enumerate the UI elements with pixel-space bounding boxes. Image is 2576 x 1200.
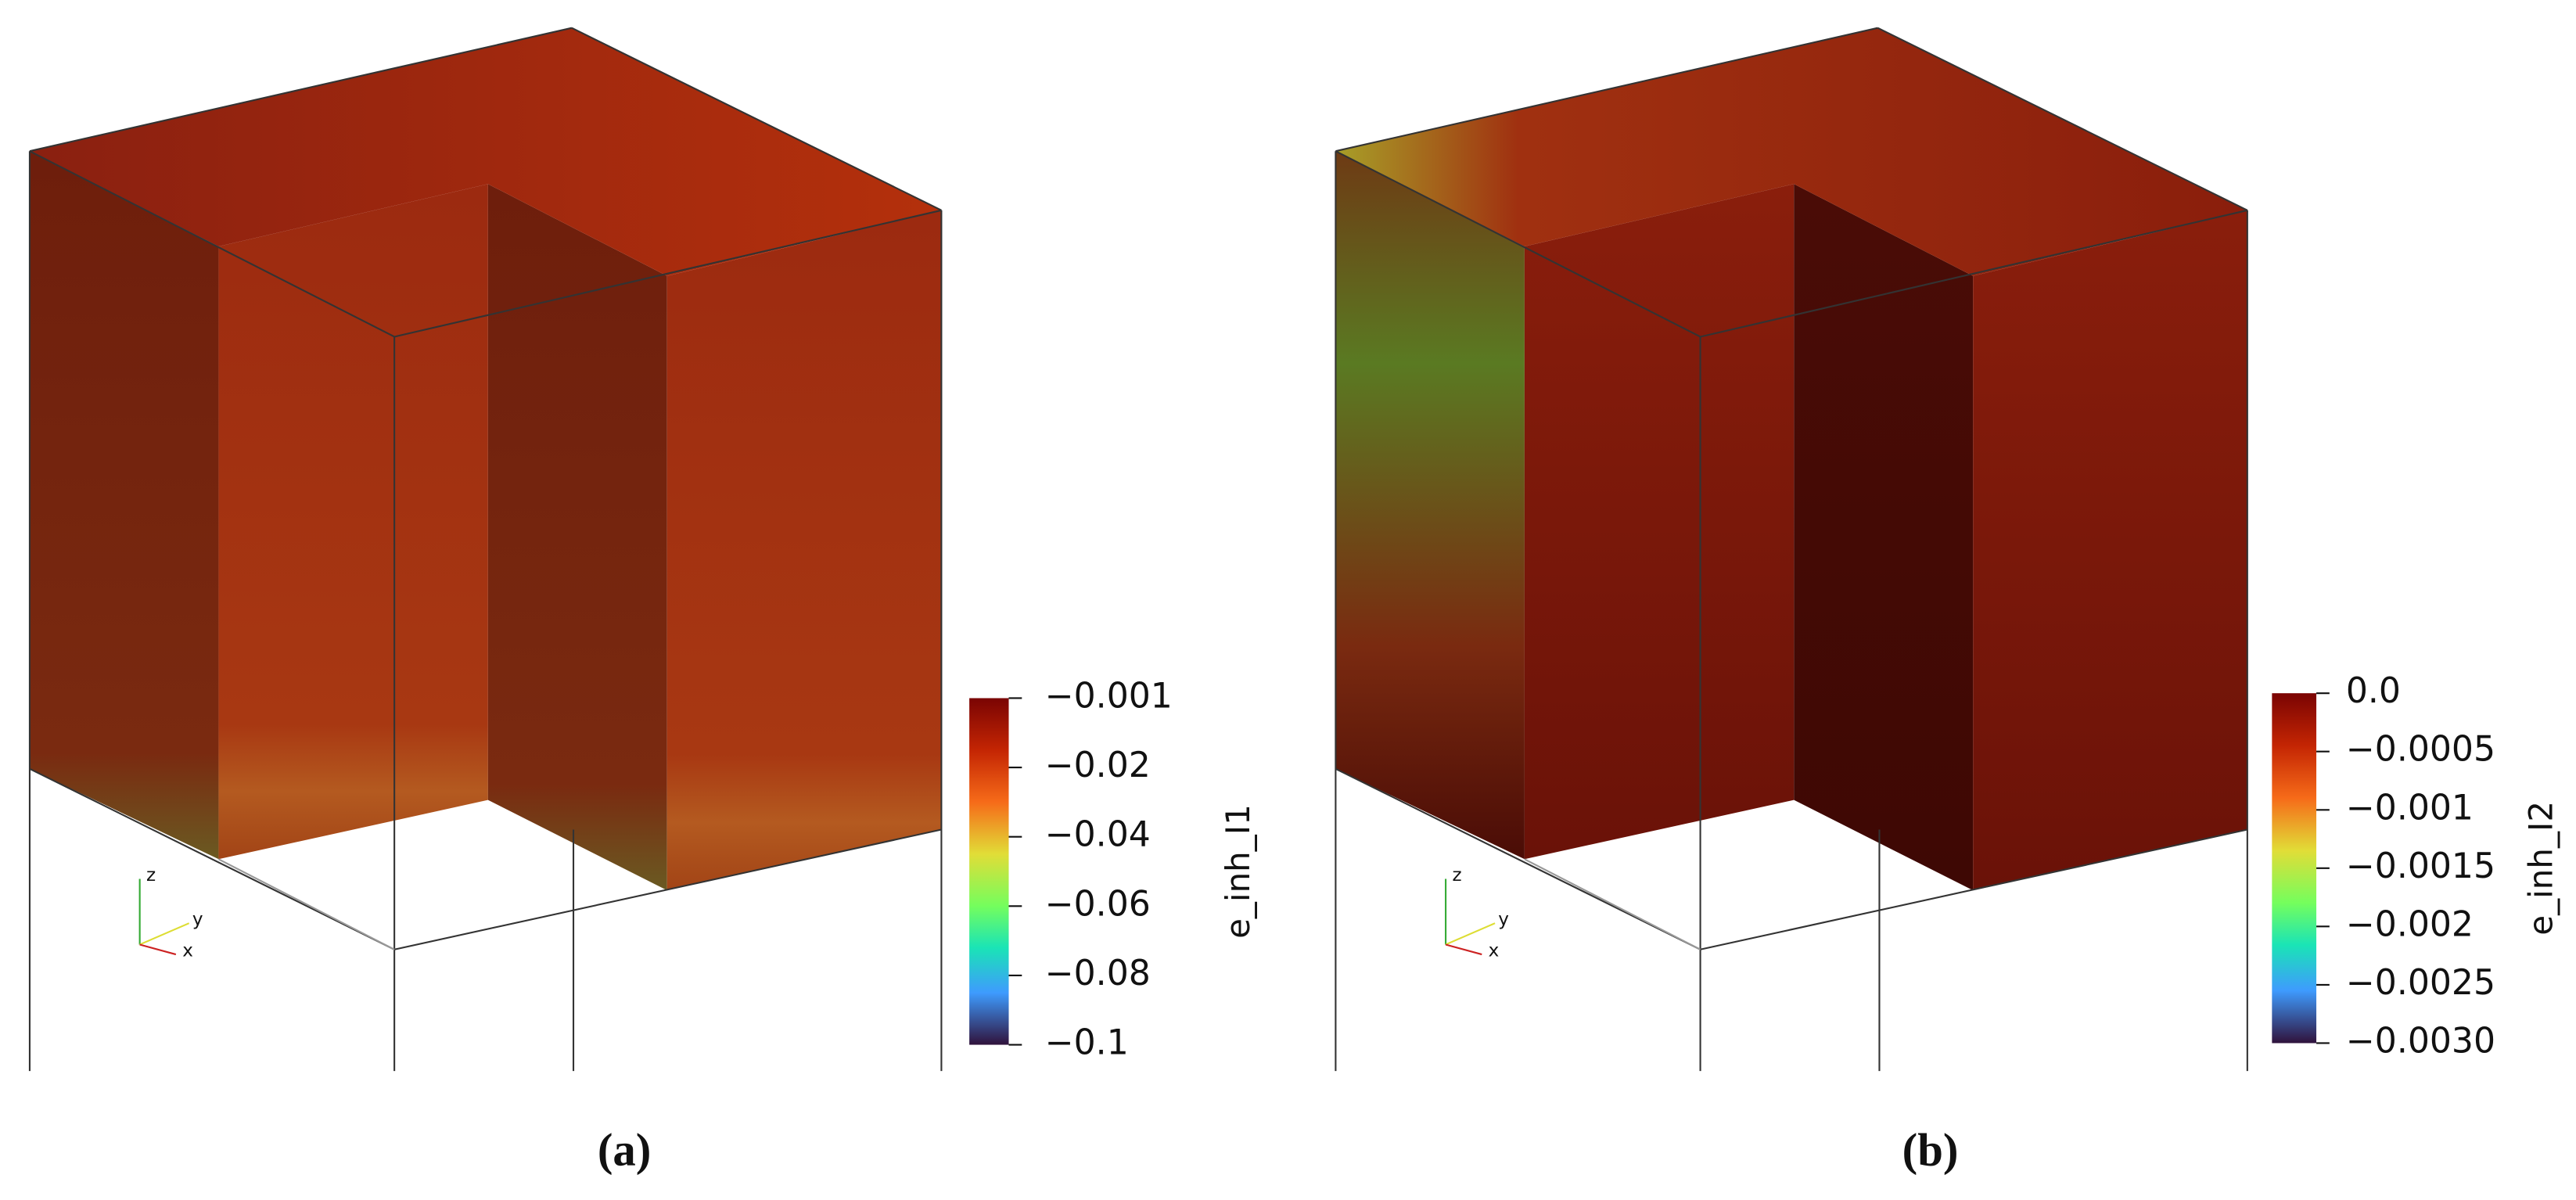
axis-label: y: [192, 909, 203, 929]
wireframe: [571, 27, 942, 211]
inner-face: [218, 184, 488, 860]
axis-label: y: [1498, 909, 1509, 929]
wireframe: [29, 767, 395, 950]
axis-label: x: [182, 940, 193, 961]
panel-label: (b): [1902, 1125, 1959, 1176]
wireframe: [393, 828, 942, 950]
colorbar-tick-label: −0.0005: [2346, 730, 2495, 770]
colorbar-tick-label: −0.001: [1045, 676, 1173, 716]
colorbar-tick-label: −0.02: [1045, 746, 1151, 785]
panel: z yx: [28, 27, 943, 1072]
inner-face: [1794, 184, 1974, 891]
wireframe: [1335, 767, 1701, 950]
colorbar-gradient: [969, 698, 1009, 1045]
colorbar-tick-label: −0.04: [1045, 815, 1151, 855]
colorbar-tick-label: −0.1: [1045, 1023, 1129, 1063]
panel-label: (a): [598, 1125, 652, 1176]
wireframe: [1700, 209, 2248, 338]
wireframe: [1877, 27, 2248, 211]
top-face: [29, 27, 942, 276]
wireframe: [29, 150, 395, 338]
left-face: [1335, 151, 1525, 860]
panel: z yx: [1335, 27, 2248, 1072]
wireframe: [29, 27, 573, 153]
colorbar-tick-label: −0.0015: [2346, 846, 2495, 886]
inner-face: [1524, 184, 1795, 860]
axis-y: [139, 922, 190, 946]
left-face: [29, 151, 219, 860]
colorbar-gradient: [2272, 693, 2317, 1044]
wireframe: [1700, 828, 2248, 950]
colorbar-tick-label: −0.06: [1045, 884, 1151, 924]
colorbar-tick-label: −0.0025: [2346, 963, 2495, 1003]
wireframe: [1335, 27, 1878, 153]
colorbar-tick-label: −0.002: [2346, 904, 2474, 944]
colorbar-tick-label: −0.08: [1045, 954, 1151, 993]
colorbar: −0.001 −0.02 −0.04 −0.06 −0.08 −0.1 e_inh_I1: [969, 676, 1257, 1063]
axis-label: z: [1452, 865, 1461, 886]
axis-y: [1445, 922, 1496, 946]
colorbar: 0.0 −0.0005 −0.001 −0.0015 −0.002 −0.0025 −0.0…: [2272, 671, 2560, 1061]
right-face: [1973, 210, 2247, 891]
colorbar-tick-label: −0.001: [2346, 788, 2474, 828]
colorbar-tick-label: 0.0: [2346, 671, 2401, 711]
top-face: [1335, 27, 2247, 276]
colorbar-tick-label: −0.0030: [2346, 1021, 2495, 1061]
inner-face: [487, 184, 667, 891]
colorbar-title: e_inh_I2: [2521, 801, 2560, 936]
axis-x: [139, 943, 177, 956]
axis-x: [1445, 943, 1482, 956]
right-face: [666, 210, 942, 891]
axis-label: x: [1489, 940, 1500, 961]
colorbar-title: e_inh_I1: [1219, 804, 1257, 939]
panels: zyx−0.001−0.02−0.04−0.06−0.08−0.1e_inh_I…: [28, 27, 2560, 1176]
wireframe: [1524, 858, 1701, 950]
axis-label: z: [146, 865, 156, 886]
wireframe: [393, 209, 942, 338]
wireframe: [1335, 150, 1701, 338]
wireframe: [217, 858, 395, 950]
